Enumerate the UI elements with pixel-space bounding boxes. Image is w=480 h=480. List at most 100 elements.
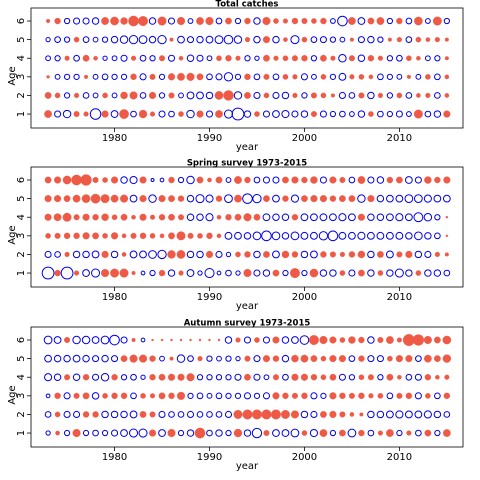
bubble <box>329 251 336 258</box>
bubble <box>434 214 441 221</box>
bubble <box>442 429 451 437</box>
bubble <box>45 233 51 239</box>
bubble <box>186 213 195 221</box>
bubble <box>310 410 318 418</box>
bubble <box>130 110 137 118</box>
bubble <box>187 392 194 399</box>
bubble <box>120 374 128 381</box>
bubble <box>299 335 310 345</box>
bubble <box>433 110 442 118</box>
bubble <box>205 110 214 118</box>
bubble <box>63 410 71 418</box>
bubble <box>444 37 449 42</box>
bubble <box>262 269 271 277</box>
bubble <box>405 111 412 117</box>
bubble <box>224 194 233 204</box>
bubble <box>72 250 81 259</box>
bubble <box>272 110 280 118</box>
bubble <box>281 91 290 100</box>
bubble <box>100 373 110 382</box>
bubble <box>424 429 432 437</box>
bubble <box>225 392 232 399</box>
bubble <box>41 266 55 280</box>
bubble <box>434 429 441 437</box>
bubble <box>159 355 165 362</box>
bubble <box>358 355 365 362</box>
bubble <box>158 73 166 80</box>
bubble <box>167 73 176 81</box>
bubble <box>92 429 99 437</box>
bubble <box>395 110 403 118</box>
y-tick-label: 4 <box>16 374 27 380</box>
bubble <box>54 269 61 277</box>
bubble <box>358 74 365 80</box>
bubble <box>376 231 385 240</box>
bubble <box>329 429 337 437</box>
panel-title: Spring survey 1973-2015 <box>187 159 307 169</box>
bubble <box>242 409 253 420</box>
bubble <box>385 410 394 419</box>
bubble <box>120 17 128 25</box>
bubble <box>310 92 317 99</box>
bubble <box>205 91 214 100</box>
bubble <box>196 91 204 100</box>
bubble <box>225 177 232 183</box>
bubble <box>44 373 53 382</box>
bubble <box>318 231 329 241</box>
bubble <box>300 250 309 259</box>
bubble <box>215 392 223 400</box>
bubble <box>159 233 165 239</box>
bubble <box>319 213 328 222</box>
bubble <box>415 429 422 437</box>
plot-frame <box>30 7 464 129</box>
bubble <box>100 194 110 204</box>
bubble <box>225 251 232 258</box>
bubble <box>396 176 403 184</box>
bubble <box>386 92 394 99</box>
bubble <box>215 110 223 118</box>
bubble <box>261 230 272 242</box>
bubble <box>72 335 81 345</box>
bubble <box>367 374 374 381</box>
bubble <box>281 232 290 240</box>
x-tick-label: 2010 <box>387 133 412 144</box>
bubble <box>102 92 108 99</box>
y-tick-label: 5 <box>16 355 27 361</box>
bubble <box>215 195 223 202</box>
bubble <box>357 231 366 240</box>
bubble <box>348 55 355 62</box>
bubble <box>44 195 52 203</box>
bubble <box>349 412 355 417</box>
bubble <box>234 73 242 80</box>
bubble <box>72 373 81 381</box>
bubble <box>111 374 118 381</box>
bubble <box>159 177 165 183</box>
bubble <box>329 410 337 418</box>
bubble <box>339 177 346 184</box>
bubble <box>179 338 183 342</box>
bubble <box>424 110 432 118</box>
y-tick-label: 3 <box>16 74 27 80</box>
bubble <box>206 55 213 62</box>
bubble <box>235 251 241 258</box>
bubble <box>282 55 289 62</box>
bubble <box>243 429 252 437</box>
bubble <box>338 54 347 63</box>
bubble <box>310 176 318 184</box>
bubble <box>160 338 164 342</box>
bubble <box>101 410 109 419</box>
bubble <box>234 373 242 381</box>
bubble <box>434 92 441 99</box>
bubble <box>186 175 195 185</box>
bubble <box>215 429 223 437</box>
bubble <box>434 392 441 400</box>
bubble <box>405 92 413 99</box>
bubble <box>119 35 129 44</box>
bubble <box>272 250 280 259</box>
bubble <box>263 430 270 437</box>
bubble <box>254 111 260 117</box>
bubble <box>196 411 204 418</box>
bubble <box>291 176 299 184</box>
bubble <box>423 194 432 203</box>
bubble <box>196 392 204 400</box>
